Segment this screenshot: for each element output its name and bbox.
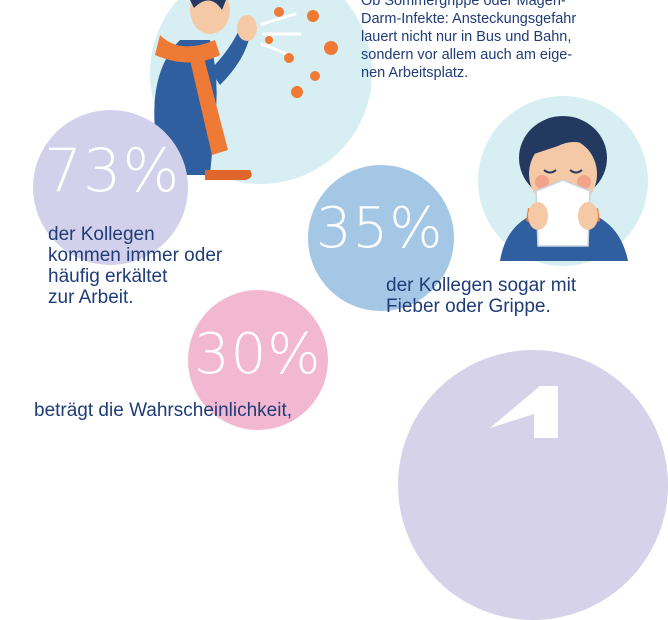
stat-73-value: 73% (44, 136, 181, 206)
stat-30-text: beträgt die Wahrscheinlichkeit, (34, 400, 354, 421)
stat-30-bubble (188, 290, 328, 430)
stat-35-line: Fieber oder Grippe. (386, 296, 551, 317)
partial-numeral-shape (490, 386, 558, 438)
intro-line: nen Arbeitsplatz. (361, 65, 469, 81)
stat-73-line: häufig erkältet (48, 266, 168, 287)
intro-line: lauert nicht nur in Bus und Bahn, (361, 29, 572, 45)
stat-30-line: beträgt die Wahrscheinlichkeit, (34, 400, 293, 421)
stat-73-bubble (33, 110, 188, 265)
stat-30-value: 30% (194, 322, 322, 387)
stat-35-line: der Kollegen sogar mit (386, 275, 577, 296)
stat-73-text: der Kollegen kommen immer oder häufig er… (48, 224, 288, 308)
stat-35-value: 35% (316, 196, 444, 261)
stat-35-bubble (308, 165, 454, 311)
stat-73-line: kommen immer oder (48, 245, 223, 266)
intro-line: sondern vor allem auch am eige- (361, 47, 573, 63)
stat-35-text: der Kollegen sogar mit Fieber oder Gripp… (386, 275, 656, 317)
intro-line: Darm-Infekte: Ansteckungsgefahr (361, 11, 577, 27)
intro-line: Ob Sommergrippe oder Magen- (361, 0, 566, 9)
stat-73-line: der Kollegen (48, 224, 155, 245)
intro-text: Ob Sommergrippe oder Magen- Darm-Infekte… (361, 0, 661, 82)
stat-73-line: zur Arbeit. (48, 287, 134, 308)
virus-icon (265, 7, 338, 98)
woman-blowing-nose-illustration (500, 116, 628, 261)
